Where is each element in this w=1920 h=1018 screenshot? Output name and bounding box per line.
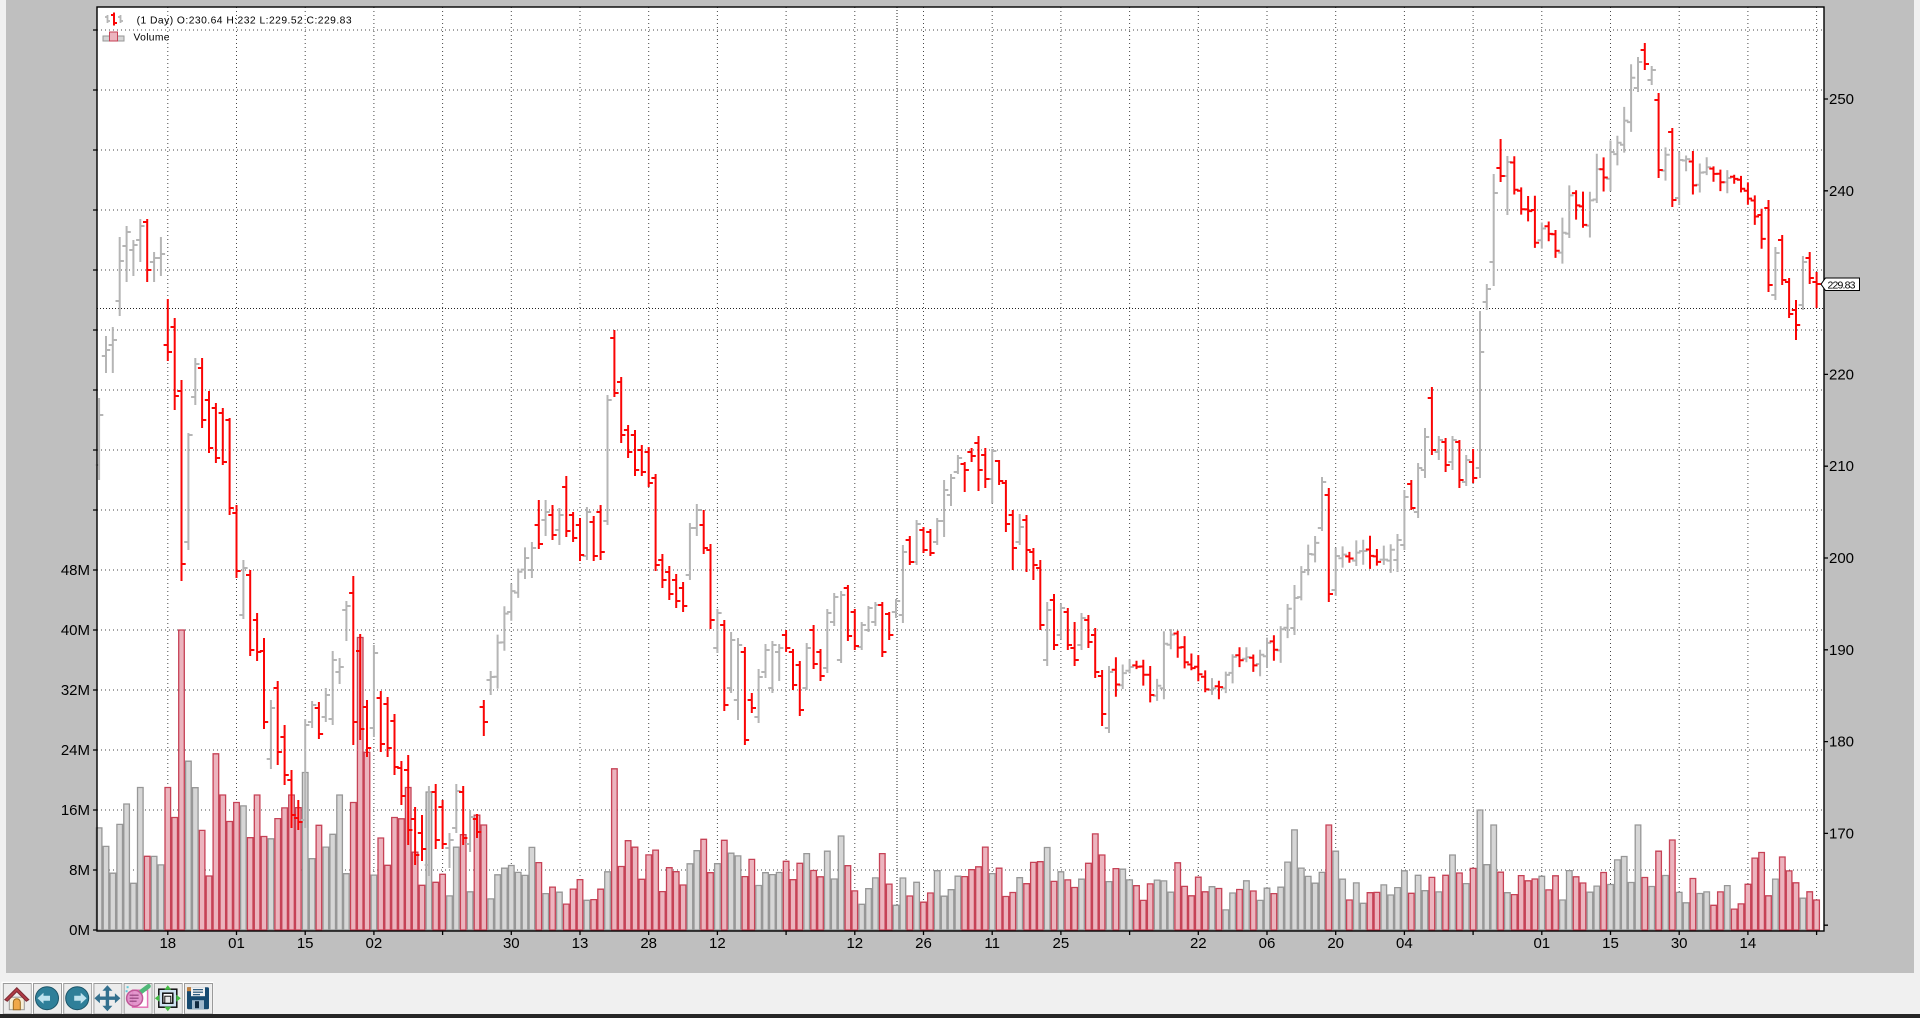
svg-text:15: 15	[1602, 935, 1619, 952]
svg-text:240: 240	[1829, 183, 1854, 200]
svg-text:14: 14	[1740, 935, 1757, 952]
svg-text:15: 15	[297, 935, 314, 952]
svg-text:200: 200	[1829, 550, 1854, 567]
svg-text:01: 01	[228, 935, 245, 952]
svg-text:(1 Day) O:230.64 H:232 L:229.5: (1 Day) O:230.64 H:232 L:229.52 C:229.83	[137, 15, 352, 26]
svg-text:12: 12	[846, 935, 863, 952]
svg-text:Volume: Volume	[134, 32, 170, 43]
svg-text:20: 20	[1327, 935, 1344, 952]
svg-text:32M: 32M	[61, 682, 90, 699]
svg-text:16M: 16M	[61, 802, 90, 819]
svg-text:210: 210	[1829, 458, 1854, 475]
svg-text:180: 180	[1829, 734, 1854, 751]
svg-text:0M: 0M	[69, 922, 90, 939]
svg-text:24M: 24M	[61, 742, 90, 759]
svg-text:28: 28	[640, 935, 657, 952]
svg-text:30: 30	[503, 935, 520, 952]
svg-text:220: 220	[1829, 366, 1854, 383]
svg-text:229.83: 229.83	[1828, 280, 1856, 292]
svg-text:170: 170	[1829, 825, 1854, 842]
svg-text:190: 190	[1829, 642, 1854, 659]
svg-text:22: 22	[1190, 935, 1207, 952]
svg-text:40M: 40M	[61, 622, 90, 639]
svg-text:13: 13	[572, 935, 589, 952]
svg-text:18: 18	[159, 935, 176, 952]
svg-text:11: 11	[984, 935, 1000, 952]
svg-text:06: 06	[1259, 935, 1276, 952]
svg-text:12: 12	[709, 935, 726, 952]
svg-text:01: 01	[1533, 935, 1550, 952]
svg-text:8M: 8M	[69, 862, 90, 879]
svg-text:26: 26	[915, 935, 932, 952]
svg-text:48M: 48M	[61, 562, 90, 579]
svg-text:25: 25	[1053, 935, 1070, 952]
svg-text:250: 250	[1829, 91, 1854, 108]
svg-text:30: 30	[1671, 935, 1688, 952]
svg-text:04: 04	[1396, 935, 1413, 952]
svg-text:02: 02	[366, 935, 383, 952]
